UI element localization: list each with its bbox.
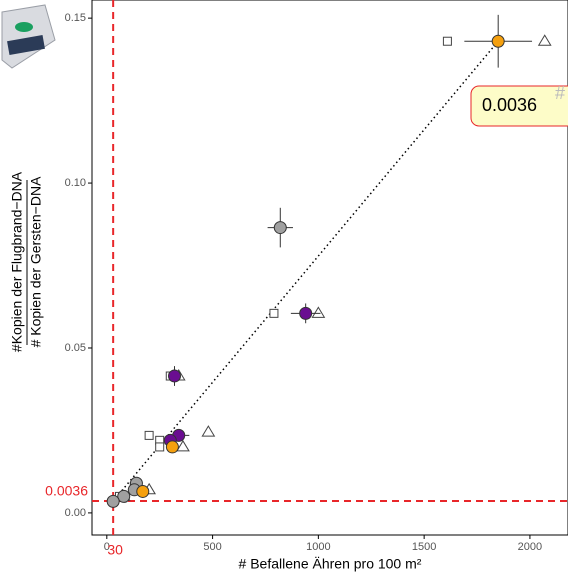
y-tick-label: 0.00: [65, 507, 86, 519]
y-label-top: #Kopien der Flugbrand−DNA: [9, 171, 25, 352]
threshold-y-label: 0.0036: [45, 483, 88, 499]
triangle-marker: [312, 307, 324, 317]
circle-marker: [300, 307, 312, 319]
square-marker: [443, 37, 451, 45]
y-label-bottom: # Kopien der Gersten−DNA: [28, 176, 44, 347]
scale-icon: [2, 5, 55, 68]
x-tick-label: 1000: [306, 541, 330, 553]
triangle-marker: [202, 426, 214, 436]
threshold-x-label: 30: [107, 542, 123, 558]
callout-symbol: #: [555, 83, 565, 103]
circle-marker: [137, 485, 149, 497]
plot-frame: [92, 0, 568, 535]
chart: #Kopien der Flugbrand−DNA # Kopien der G…: [0, 0, 568, 579]
circle-marker: [107, 495, 119, 507]
circle-marker: [492, 35, 504, 47]
y-tick-label: 0.05: [65, 342, 86, 354]
square-marker: [156, 443, 164, 451]
y-tick-label: 0.15: [65, 12, 86, 24]
x-tick-label: 500: [203, 541, 221, 553]
square-marker: [270, 309, 278, 317]
x-tick-label: 1500: [412, 541, 436, 553]
circle-marker: [166, 441, 178, 453]
x-tick-label: 2000: [518, 541, 542, 553]
circle-marker: [169, 370, 181, 382]
x-label: # Befallene Ähren pro 100 m²: [239, 556, 422, 572]
callout-label: 0.0036: [482, 95, 537, 115]
y-tick-label: 0.10: [65, 177, 86, 189]
triangle-marker: [539, 35, 551, 45]
circle-marker: [274, 222, 286, 234]
square-marker: [145, 431, 153, 439]
trend-line: [113, 41, 498, 501]
